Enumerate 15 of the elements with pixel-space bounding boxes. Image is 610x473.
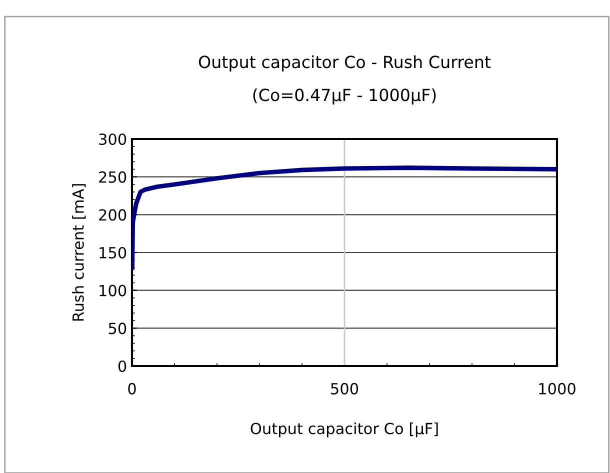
y-tick-label: 150 [100, 246, 126, 259]
y-tick-label: 300 [99, 133, 126, 146]
x-tick-label: 0 [128, 382, 136, 394]
y-axis-title: Rush current [mA] [72, 184, 86, 321]
y-tick-label: 100 [100, 284, 126, 296]
y-tick-label: 50 [108, 322, 126, 334]
x-tick-label: 500 [331, 382, 358, 394]
chart-title: Output capacitor Co - Rush Current [198, 55, 491, 72]
y-tick-label: 250 [99, 171, 126, 183]
x-tick-label: 1000 [539, 382, 576, 394]
y-tick-label: 0 [118, 360, 126, 372]
line-series [132, 166, 557, 270]
x-axis-title: Output capacitor Co [μF] [250, 422, 438, 438]
chart-subtitle: (Co=0.47μF - 1000μF) [253, 88, 436, 104]
y-tick-label: 200 [99, 209, 126, 221]
